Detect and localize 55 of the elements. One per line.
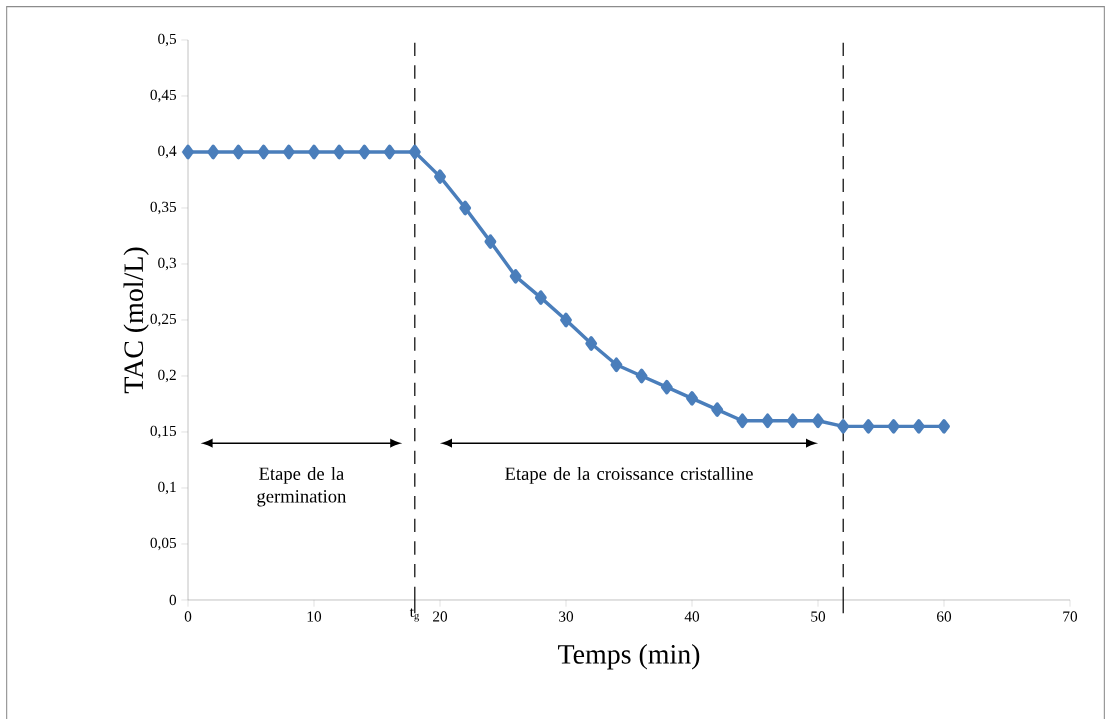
- point: [862, 419, 875, 434]
- x-tick-label: 30: [559, 611, 574, 622]
- x-tick-label: 60: [937, 611, 952, 622]
- x-axis-title: Temps (min): [558, 644, 700, 670]
- y-tick-label: 0,45: [150, 89, 177, 103]
- point: [509, 268, 522, 284]
- point: [383, 144, 396, 160]
- x-tick-label: 70: [1063, 611, 1078, 622]
- y-tick-label: 0,15: [150, 425, 177, 439]
- point: [182, 144, 194, 160]
- x-tick-label: 10: [307, 611, 322, 622]
- y-tick-label: 0,2: [158, 369, 176, 383]
- point: [938, 419, 950, 434]
- y-tick-label: 0,25: [150, 313, 177, 327]
- point: [686, 391, 698, 406]
- ref-line-label: t$_{g}$: [409, 608, 420, 622]
- point: [912, 419, 925, 434]
- y-tick-label: 0,3: [158, 257, 177, 271]
- point: [812, 413, 824, 429]
- annotation: Etape de la croissance cristalline: [505, 466, 753, 484]
- point: [585, 336, 598, 351]
- point: [837, 419, 850, 434]
- point: [308, 144, 320, 160]
- point: [786, 413, 799, 429]
- y-tick-label: 0,35: [150, 201, 177, 215]
- y-tick-label: 0,4: [158, 145, 177, 159]
- point: [610, 357, 623, 373]
- y-tick-label: 0,1: [158, 481, 176, 495]
- point: [635, 368, 648, 384]
- annotation: Etape de la germination: [257, 466, 347, 507]
- point: [207, 144, 220, 160]
- y-tick-label: 0: [169, 594, 177, 606]
- x-tick-label: 40: [684, 611, 700, 622]
- point: [434, 169, 446, 184]
- point: [232, 144, 245, 160]
- point: [282, 144, 295, 160]
- point: [660, 379, 673, 395]
- point: [887, 419, 900, 434]
- point: [459, 200, 472, 216]
- y-tick-label: 0,5: [158, 33, 177, 47]
- point: [560, 312, 572, 328]
- point: [408, 144, 421, 160]
- y-tick-label: 0,05: [150, 537, 177, 551]
- point: [257, 144, 270, 160]
- x-tick-label: 0: [184, 611, 192, 622]
- point: [736, 413, 749, 429]
- point: [711, 402, 724, 417]
- x-tick-label: 20: [433, 611, 448, 622]
- point: [534, 290, 547, 305]
- point: [484, 234, 497, 249]
- x-tick-label: 50: [811, 611, 826, 622]
- point: [333, 144, 346, 160]
- point: [358, 144, 371, 160]
- point: [761, 413, 774, 429]
- y-axis-title: TAC (mol/L): [123, 247, 149, 394]
